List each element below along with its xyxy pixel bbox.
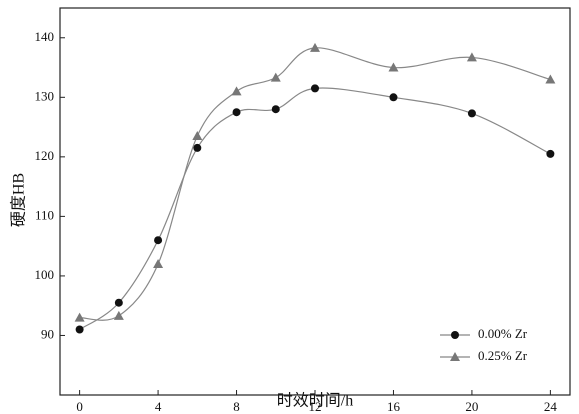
y-tick-label: 110 <box>35 207 54 222</box>
x-tick-label: 24 <box>544 399 558 414</box>
data-point <box>270 72 281 82</box>
data-point <box>388 62 399 72</box>
y-tick-label: 130 <box>35 88 55 103</box>
x-tick-label: 16 <box>387 399 401 414</box>
data-point <box>545 74 556 84</box>
y-tick-label: 140 <box>35 29 55 44</box>
x-tick-label: 4 <box>155 399 162 414</box>
x-tick-label: 0 <box>76 399 83 414</box>
data-point <box>113 310 124 320</box>
data-point <box>466 52 477 62</box>
data-point <box>271 105 280 114</box>
data-point <box>74 312 85 322</box>
legend-marker <box>451 331 459 339</box>
data-point <box>192 131 203 141</box>
y-tick-label: 120 <box>35 148 55 163</box>
data-point <box>232 108 241 117</box>
data-point <box>231 86 242 96</box>
data-point <box>193 143 202 152</box>
x-axis-label: 时效时间/h <box>277 392 353 410</box>
y-tick-label: 100 <box>35 267 55 282</box>
data-point <box>310 42 320 52</box>
data-point <box>311 84 319 93</box>
legend-label: 0.25% Zr <box>478 348 528 363</box>
data-point <box>389 93 398 102</box>
legend-label: 0.00% Zr <box>478 326 528 341</box>
data-point <box>153 259 164 269</box>
y-axis-label: 硬度HB <box>10 173 28 227</box>
fit-line <box>79 47 551 321</box>
y-tick-label: 90 <box>41 326 54 341</box>
data-point <box>546 149 555 158</box>
data-point <box>114 298 123 307</box>
data-point <box>154 236 163 245</box>
fit-line <box>79 87 551 331</box>
data-point <box>75 325 84 334</box>
legend-marker <box>450 352 460 361</box>
x-tick-label: 12 <box>309 399 322 414</box>
data-point <box>467 109 476 118</box>
x-tick-label: 20 <box>465 399 478 414</box>
x-tick-label: 8 <box>233 399 240 414</box>
